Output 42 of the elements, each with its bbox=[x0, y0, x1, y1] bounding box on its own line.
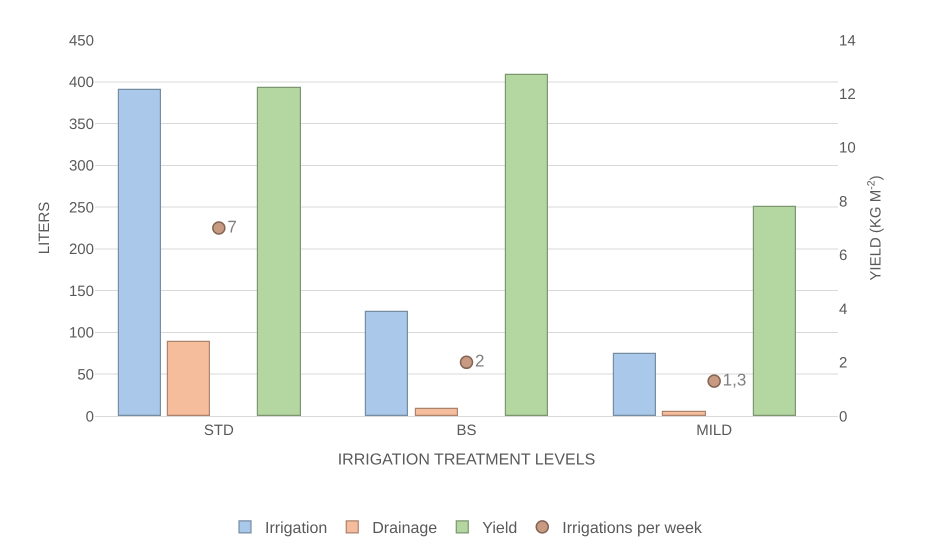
y-tick-label: 450 bbox=[68, 32, 94, 50]
y-tick-label: 350 bbox=[68, 116, 94, 133]
data-label: 1,3 bbox=[722, 370, 746, 390]
y2-tick-label: 8 bbox=[839, 193, 848, 210]
legend-label: Yield bbox=[482, 520, 518, 538]
legend-label: Irrigation bbox=[265, 520, 328, 538]
x-tick-label: BS bbox=[456, 422, 477, 439]
point bbox=[212, 221, 226, 235]
bar bbox=[662, 410, 706, 416]
bar bbox=[504, 74, 548, 416]
y2-tick-label: 6 bbox=[839, 247, 848, 264]
y-tick-label: 250 bbox=[68, 199, 94, 216]
bar bbox=[118, 88, 161, 416]
bar bbox=[414, 408, 458, 416]
legend-label: Irrigations per week bbox=[562, 520, 703, 538]
y-tick-label: 100 bbox=[68, 324, 94, 342]
x-axis-title: IRRIGATION TREATMENT LEVELS bbox=[338, 452, 596, 469]
bar bbox=[364, 310, 408, 416]
x-tick-label: MILD bbox=[696, 422, 732, 439]
y2-tick-label: 2 bbox=[839, 354, 848, 372]
bar bbox=[612, 352, 656, 416]
point bbox=[707, 374, 721, 388]
legend-label: Drainage bbox=[372, 520, 438, 538]
bar bbox=[256, 86, 301, 416]
y-tick-label: 300 bbox=[68, 158, 94, 175]
y-tick-label: 200 bbox=[68, 241, 94, 258]
x-tick-label: STD bbox=[204, 422, 234, 439]
y2-tick-label: 4 bbox=[839, 300, 848, 318]
y2-tick-label: 0 bbox=[839, 408, 848, 426]
bar bbox=[166, 340, 210, 416]
bar bbox=[752, 206, 796, 416]
y2-tick-label: 14 bbox=[839, 32, 856, 50]
point bbox=[460, 356, 474, 370]
y-axis-title: LITERS bbox=[36, 202, 54, 254]
y2-tick-label: 10 bbox=[839, 140, 856, 157]
y-tick-label: 0 bbox=[86, 408, 94, 426]
data-label: 7 bbox=[227, 217, 237, 236]
data-label: 2 bbox=[475, 352, 484, 371]
y-tick-label: 400 bbox=[68, 74, 94, 92]
y2-tick-label: 12 bbox=[839, 86, 856, 103]
y-tick-label: 50 bbox=[77, 366, 94, 384]
y-tick-label: 150 bbox=[68, 282, 94, 300]
